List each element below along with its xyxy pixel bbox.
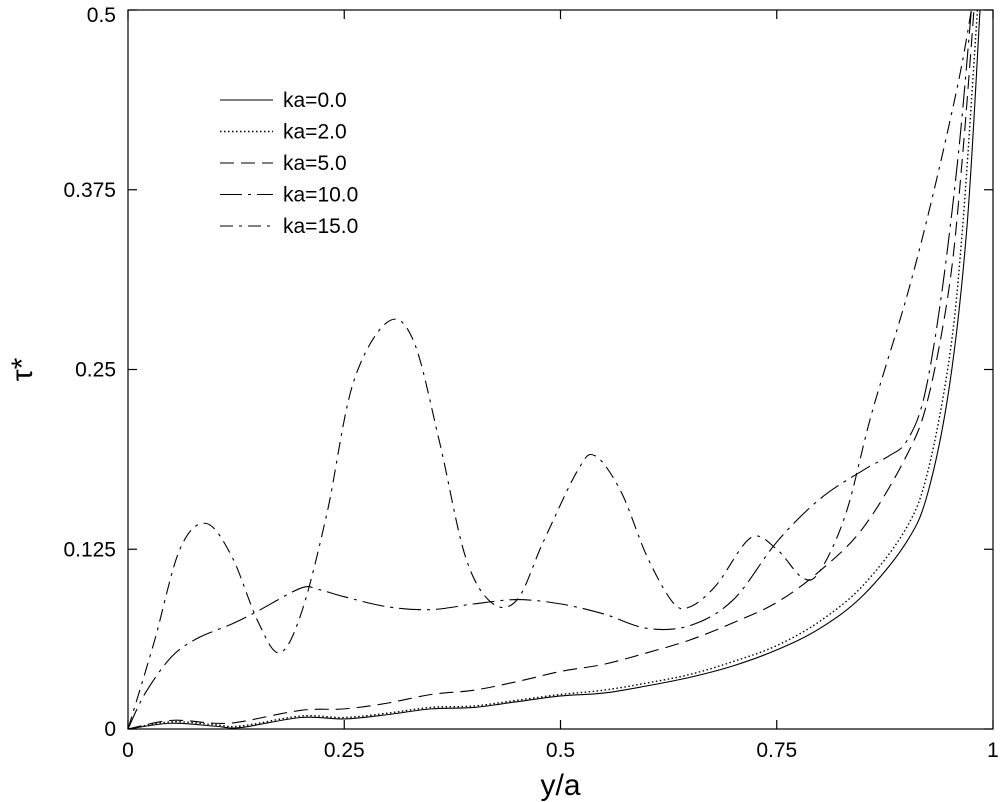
- x-tick-label: 0.75: [756, 739, 797, 762]
- y-tick-label: 0.5: [87, 4, 116, 27]
- y-tick-label: 0.125: [63, 538, 116, 561]
- series-line-1: [128, 10, 981, 729]
- x-tick-label: 1: [987, 739, 999, 762]
- legend-label-5: ka=15.0: [283, 215, 358, 238]
- legend-label-1: ka=0.0: [283, 89, 347, 112]
- y-tick-label: 0: [104, 718, 116, 741]
- legend-label-3: ka=5.0: [283, 152, 347, 175]
- x-tick-label: 0.5: [546, 739, 575, 762]
- y-tick-label: 0.375: [63, 179, 116, 202]
- y-axis-label: τ*: [6, 357, 39, 381]
- x-tick-label: 0: [122, 739, 134, 762]
- y-tick-label: 0.25: [75, 359, 116, 382]
- x-tick-label: 0.25: [324, 739, 365, 762]
- series-line-5: [128, 10, 972, 729]
- series-line-4: [128, 10, 972, 729]
- series-line-3: [128, 10, 975, 729]
- x-axis-label: y/a: [540, 769, 580, 802]
- legend-label-2: ka=2.0: [283, 121, 347, 144]
- legend-label-4: ka=10.0: [283, 184, 358, 207]
- plot-frame: [127, 9, 994, 730]
